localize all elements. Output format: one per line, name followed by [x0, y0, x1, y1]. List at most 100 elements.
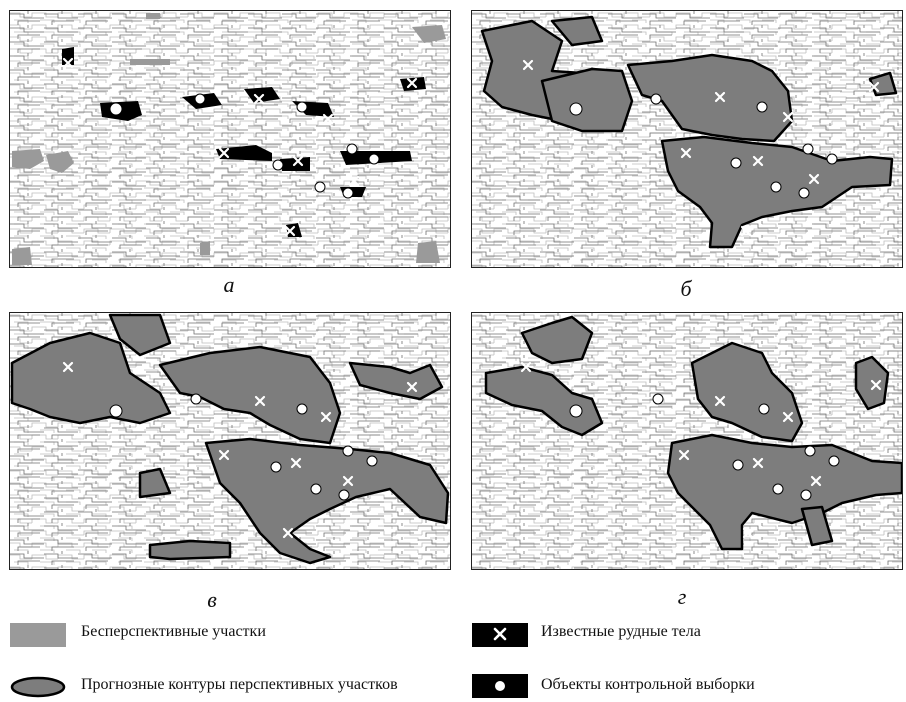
- control-object: [342, 445, 354, 457]
- control-object: [569, 404, 583, 418]
- control-object-icon: [472, 674, 528, 698]
- control-object: [296, 403, 308, 415]
- ore-body-marker: [752, 457, 764, 469]
- prognostic-contour: [626, 53, 794, 143]
- ore-body-marker: [752, 155, 764, 167]
- legend-ore: Известные рудные тела: [471, 621, 891, 649]
- ore-body-marker: [253, 93, 265, 105]
- control-object: [798, 187, 810, 199]
- control-object: [270, 461, 282, 473]
- control-object: [272, 159, 284, 171]
- ore-body-marker: [810, 475, 822, 487]
- unpromising-area: [412, 25, 446, 43]
- prognostic-contour: [520, 315, 594, 365]
- ore-body-marker: [714, 395, 726, 407]
- control-object: [650, 93, 662, 105]
- panel-label-v: в: [207, 587, 217, 612]
- legend-control: Объекты контрольной выборки: [471, 674, 891, 702]
- ore-body-marker: [678, 449, 690, 461]
- control-object: [346, 143, 358, 155]
- prognostic-contour: [484, 365, 604, 437]
- control-object: [368, 153, 380, 165]
- legend-control-text: Объекты контрольной выборки: [541, 676, 755, 693]
- control-object: [109, 102, 123, 116]
- panel-label-a: а: [223, 272, 235, 297]
- ore-body-marker: [322, 113, 334, 125]
- control-object: [569, 102, 583, 116]
- prognostic-contour-icon: [10, 676, 66, 698]
- panel-g: [471, 312, 903, 570]
- panel-v: [9, 312, 451, 570]
- prognostic-contour: [854, 355, 890, 411]
- control-object: [802, 143, 814, 155]
- prognostic-contour: [10, 331, 172, 425]
- ore-body-marker: [62, 361, 74, 373]
- legend-contours: Прогнозные контуры перспективных участко…: [9, 674, 469, 702]
- control-object: [194, 93, 206, 105]
- panel-b: [471, 10, 903, 268]
- ore-body-marker: [680, 147, 692, 159]
- control-object: [296, 101, 308, 113]
- prognostic-contour: [138, 467, 172, 499]
- control-object: [800, 489, 812, 501]
- control-object: [772, 483, 784, 495]
- ore-body-marker: [218, 147, 230, 159]
- unpromising-area: [416, 241, 440, 263]
- ore-body-marker: [348, 175, 360, 187]
- ore-body-marker: [714, 91, 726, 103]
- control-object: [342, 187, 354, 199]
- prognostic-contour: [690, 341, 804, 443]
- unpromising-area: [146, 13, 160, 19]
- panel-a-map: [10, 11, 450, 267]
- control-object: [109, 404, 123, 418]
- unpromising-area: [130, 59, 170, 65]
- ore-body-marker: [406, 381, 418, 393]
- ore-body-marker: [782, 411, 794, 423]
- control-object: [652, 393, 664, 405]
- legend-unpromising: Бесперспективные участки: [9, 621, 429, 649]
- unpromising-area: [12, 149, 44, 169]
- control-object: [758, 403, 770, 415]
- prognostic-contour: [148, 539, 232, 561]
- ore-body-marker: [870, 379, 882, 391]
- ore-body-marker: [254, 395, 266, 407]
- ore-body-marker: [218, 449, 230, 461]
- unpromising-area: [200, 241, 210, 255]
- unpromising-swatch-icon: [10, 623, 66, 647]
- ore-body-marker: [808, 173, 820, 185]
- prognostic-contour: [540, 67, 634, 133]
- control-object: [338, 489, 350, 501]
- legend-unpromising-text: Бесперспективные участки: [81, 623, 266, 640]
- control-object: [732, 459, 744, 471]
- prognostic-contour: [108, 313, 172, 357]
- unpromising-area: [12, 247, 32, 265]
- panel-v-map: [10, 313, 450, 569]
- ore-body-marker: [520, 361, 532, 373]
- prognostic-contour: [348, 361, 444, 401]
- ore-body: [286, 223, 302, 237]
- prognostic-contour: [158, 345, 342, 445]
- control-object: [756, 101, 768, 113]
- ore-body-marker: [342, 475, 354, 487]
- control-object: [310, 483, 322, 495]
- control-object: [826, 153, 838, 165]
- panel-b-map: [472, 11, 902, 267]
- ore-body-marker: [740, 225, 752, 237]
- ore-body-marker: [284, 225, 296, 237]
- legend-ore-text: Известные рудные тела: [541, 623, 701, 640]
- ore-body-marker: [782, 111, 794, 123]
- control-object: [828, 455, 840, 467]
- panel-g-map: [472, 313, 902, 569]
- ore-body-marker: [282, 527, 294, 539]
- ore-body-marker: [320, 411, 332, 423]
- unpromising-area: [46, 151, 74, 173]
- prognostic-contour: [204, 437, 450, 565]
- control-object: [366, 455, 378, 467]
- control-object: [770, 181, 782, 193]
- prognostic-contour: [800, 505, 834, 547]
- ore-body-marker: [742, 527, 754, 539]
- control-object: [314, 181, 326, 193]
- control-object: [804, 445, 816, 457]
- control-object: [190, 393, 202, 405]
- legend-contours-text: Прогнозные контуры перспективных участко…: [81, 676, 398, 693]
